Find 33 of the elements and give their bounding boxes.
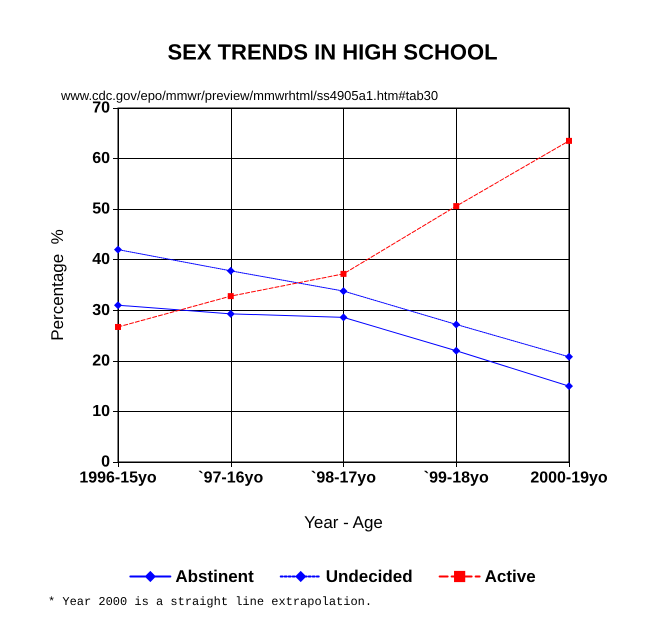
point <box>115 324 121 330</box>
y-tick-label: 0 <box>101 454 110 470</box>
text: * Year 2000 is a straight line extrapolation. <box>48 595 372 609</box>
y-axis-title: Percentage % <box>48 229 67 341</box>
y-tick-label: 60 <box>92 150 110 168</box>
x-tick-label: `99-18yo <box>424 470 489 486</box>
point <box>340 287 348 296</box>
point <box>114 246 122 254</box>
x-tick-label: 2000-19yo <box>530 470 608 486</box>
legend-label: Active <box>484 567 536 586</box>
point <box>565 382 573 390</box>
point <box>340 313 348 322</box>
x-tick-label: `98-17yo <box>311 470 376 486</box>
x-tick-label: `97-16yo <box>198 470 264 486</box>
point <box>226 310 235 318</box>
point <box>340 270 346 277</box>
chart-title: SEX TRENDS IN HIGH SCHOOL <box>167 40 498 64</box>
legend-label: Undecided <box>326 567 413 586</box>
point <box>226 266 235 275</box>
y-tick-label: 10 <box>92 402 110 420</box>
x-tick-label: 1996-15yo <box>79 470 157 486</box>
point <box>452 346 460 355</box>
point <box>566 138 572 144</box>
x-axis-title: Year - Age <box>304 513 383 532</box>
y-tick-label: 20 <box>92 352 110 370</box>
y-tick-label: 40 <box>92 251 110 268</box>
point <box>452 320 460 328</box>
point <box>228 293 234 300</box>
legend-label: Abstinent <box>175 567 254 586</box>
y-tick-label: 30 <box>92 302 110 319</box>
y-tick-label: 50 <box>92 200 110 218</box>
point <box>453 203 460 210</box>
point <box>565 352 573 361</box>
